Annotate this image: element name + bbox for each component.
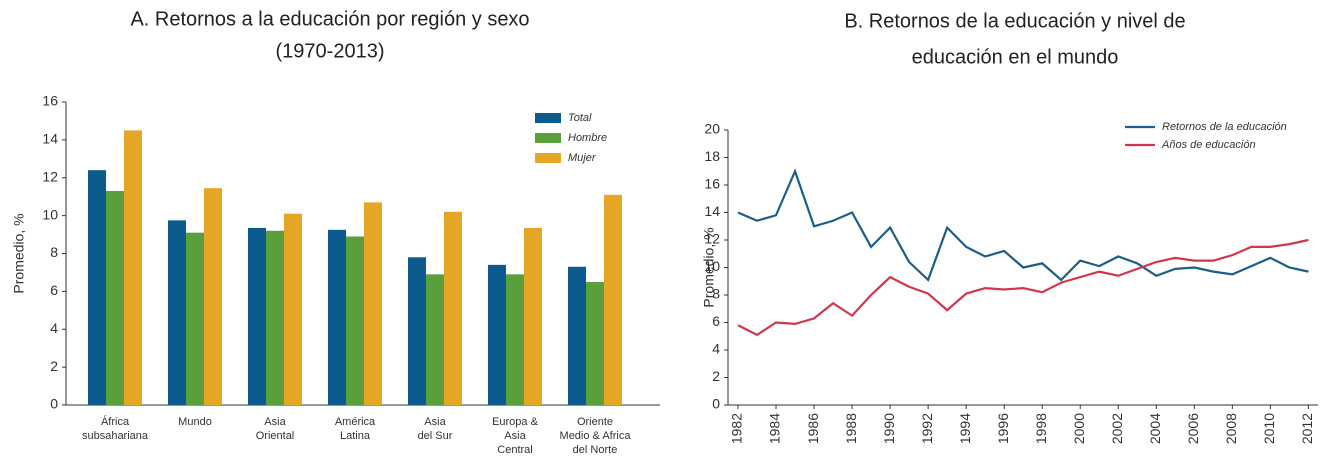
y-tick-label: 16 [704,176,720,192]
x-tick-label: 1994 [957,413,973,444]
x-tick-label: Asia [264,416,286,428]
x-tick-label: 1998 [1033,413,1049,444]
x-tick-label: 2002 [1109,413,1125,444]
x-tick-label: 1996 [995,413,1011,444]
bar [284,213,302,405]
y-tick-label: 2 [50,358,58,374]
x-tick-label: Latina [340,430,371,442]
chart-title: B. Retornos de la educación y nivel de [844,10,1185,32]
bar [604,194,622,405]
y-axis-label: Promedio, % [11,213,27,293]
y-tick-label: 18 [704,148,720,164]
y-tick-label: 12 [704,231,720,247]
x-tick-label: 1988 [843,413,859,444]
legend-swatch [535,153,561,163]
y-tick-label: 4 [712,341,720,357]
x-tick-label: 2010 [1261,413,1277,444]
y-tick-label: 10 [704,258,720,274]
legend-swatch [535,133,561,143]
bar [248,227,266,405]
legend-swatch [535,113,561,123]
bar [186,232,204,405]
bar [444,211,462,405]
bar [426,274,444,405]
y-tick-label: 14 [704,203,720,219]
y-tick-label: 4 [50,320,58,336]
bar [106,191,124,405]
y-tick-label: 10 [42,206,58,222]
x-tick-label: 2012 [1299,413,1315,444]
bar [524,227,542,405]
chart-title: educación en el mundo [912,46,1119,68]
bar [328,229,346,405]
x-tick-label: África [101,415,130,428]
x-tick-label: América [335,416,376,428]
chart-title: A. Retornos a la educación por región y … [130,8,529,30]
bar [346,236,364,405]
bar [568,266,586,405]
x-tick-label: 1984 [767,413,783,444]
x-tick-label: Asia [424,416,446,428]
bar [204,188,222,405]
x-tick-label: del Sur [418,430,453,442]
bar [88,170,106,405]
legend-label: Años de educación [1161,139,1256,151]
legend-label: Mujer [568,152,597,164]
x-tick-label: 2006 [1185,413,1201,444]
x-tick-label: Oriente [577,416,613,428]
x-tick-label: Medio & Africa [560,430,632,442]
x-tick-label: 2000 [1071,413,1087,444]
y-tick-label: 6 [50,282,58,298]
x-tick-label: 1990 [881,413,897,444]
y-tick-label: 6 [712,313,720,329]
bar [364,202,382,405]
x-tick-label: del Norte [573,444,618,456]
x-tick-label: Central [497,444,532,456]
bar [168,220,186,405]
y-tick-label: 8 [712,286,720,302]
x-tick-label: 2008 [1223,413,1239,444]
y-tick-label: 14 [42,131,58,147]
x-tick-label: 1982 [729,413,745,444]
x-tick-label: 1986 [805,413,821,444]
y-axis-label: Promedio, % [701,227,717,307]
x-tick-label: Oriental [256,430,295,442]
bar [586,281,604,405]
y-tick-label: 8 [50,244,58,260]
legend-label: Hombre [568,132,607,144]
y-tick-label: 16 [42,93,58,109]
bar [408,257,426,405]
y-tick-label: 2 [712,368,720,384]
x-tick-label: Asia [504,430,526,442]
legend-label: Retornos de la educación [1162,121,1287,133]
x-tick-label: 2004 [1147,413,1163,444]
y-tick-label: 12 [42,168,58,184]
bar [488,264,506,405]
y-tick-label: 0 [50,396,58,412]
y-tick-label: 20 [704,121,720,137]
bar [266,230,284,405]
x-tick-label: subsahariana [82,430,149,442]
x-tick-label: Europa & [492,416,539,428]
bar [506,274,524,405]
y-tick-label: 0 [712,396,720,412]
x-tick-label: Mundo [178,416,212,428]
x-tick-label: 1992 [919,413,935,444]
line-series [737,168,1309,282]
legend-label: Total [568,112,592,124]
chart-title: (1970-2013) [276,40,385,62]
bar [124,130,142,405]
line-series [737,238,1309,337]
